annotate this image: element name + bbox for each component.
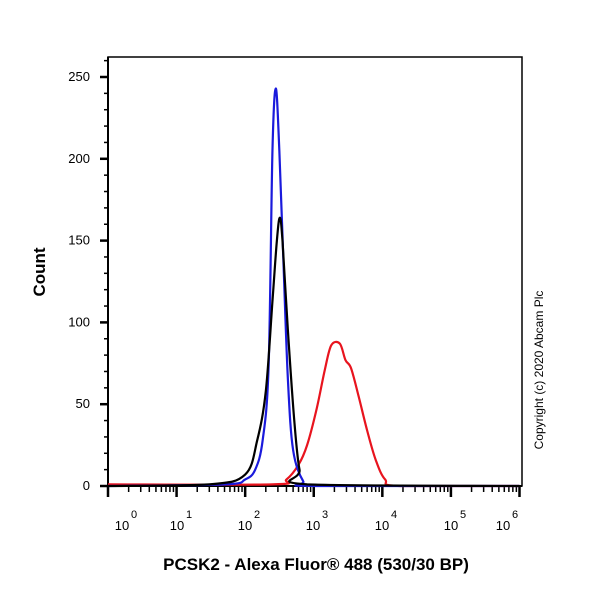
series-blue-curve xyxy=(107,87,520,488)
y-tick-label: 200 xyxy=(68,151,90,166)
y-tick-label: 0 xyxy=(83,478,90,493)
svg-text:5: 5 xyxy=(460,509,466,521)
svg-text:10: 10 xyxy=(444,518,458,533)
series-red-curve xyxy=(107,340,520,488)
svg-text:2: 2 xyxy=(254,509,260,521)
svg-text:1: 1 xyxy=(186,509,192,521)
svg-text:0: 0 xyxy=(131,509,137,521)
x-axis-title: PCSK2 - Alexa Fluor® 488 (530/30 BP) xyxy=(163,555,469,574)
x-tick-label: 101 xyxy=(170,509,192,533)
x-tick-label: 106 xyxy=(496,509,518,533)
svg-text:10: 10 xyxy=(170,518,184,533)
x-tick-label: 100 xyxy=(115,509,137,533)
x-tick-label: 105 xyxy=(444,509,466,533)
plot-frame xyxy=(107,56,523,487)
y-tick-label: 100 xyxy=(68,314,90,329)
series-black-curve xyxy=(107,216,520,488)
svg-text:10: 10 xyxy=(496,518,510,533)
svg-text:4: 4 xyxy=(391,509,397,521)
svg-text:10: 10 xyxy=(115,518,129,533)
svg-text:3: 3 xyxy=(322,509,328,521)
svg-text:6: 6 xyxy=(512,509,518,521)
y-axis-title: Count xyxy=(30,247,49,296)
x-tick-label: 102 xyxy=(238,509,260,533)
svg-text:10: 10 xyxy=(306,518,320,533)
series-group xyxy=(107,87,520,488)
svg-text:10: 10 xyxy=(238,518,252,533)
copyright-annotation: Copyright (c) 2020 Abcam Plc xyxy=(532,291,546,450)
y-tick-label: 50 xyxy=(76,396,90,411)
x-tick-label: 103 xyxy=(306,509,328,533)
y-tick-label: 250 xyxy=(68,69,90,84)
y-axis: 0 50 100 150 200 250 xyxy=(68,57,109,493)
svg-text:10: 10 xyxy=(375,518,389,533)
y-tick-label: 150 xyxy=(68,233,90,248)
x-tick-label: 104 xyxy=(375,509,397,533)
